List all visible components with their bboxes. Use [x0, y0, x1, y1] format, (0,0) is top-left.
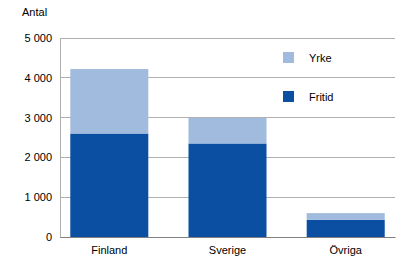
y-tick: 0 — [46, 231, 60, 243]
y-tick-label: 3 000 — [24, 112, 52, 124]
x-tick: Sverige — [209, 237, 246, 256]
y-tick-label: 5 000 — [24, 32, 52, 44]
grid — [60, 38, 395, 237]
grid-line — [60, 38, 395, 39]
y-tick: 4 000 — [24, 72, 60, 84]
y-tick-label: 4 000 — [24, 72, 52, 84]
y-tick: 3 000 — [24, 112, 60, 124]
y-tick: 2 000 — [24, 151, 60, 163]
bar — [70, 69, 148, 133]
bar — [188, 143, 266, 237]
x-tick-label: Övriga — [330, 244, 363, 256]
chart: 0 1 000 2 000 3 000 4 000 5 000 Finland Sverige… — [0, 0, 403, 265]
bar — [307, 213, 385, 220]
x-tick-label: Finland — [91, 244, 127, 256]
y-tick-label: 0 — [46, 231, 52, 243]
legend-label: Yrke — [309, 52, 332, 64]
legend-label: Fritid — [309, 91, 333, 103]
x-tick: Finland — [91, 237, 127, 256]
x-axis-line — [61, 237, 396, 238]
y-tick: 5 000 — [24, 32, 60, 44]
legend-swatch — [283, 52, 294, 63]
bar — [70, 134, 148, 237]
x-tick: Övriga — [330, 237, 363, 256]
bar — [307, 220, 385, 237]
legend: Yrke Fritid — [283, 52, 333, 103]
x-axis: Finland Sverige Övriga — [61, 237, 396, 256]
y-tick-label: 2 000 — [24, 151, 52, 163]
y-axis: 0 1 000 2 000 3 000 4 000 5 000 — [24, 32, 60, 243]
y-axis-title: Antal — [22, 6, 47, 18]
legend-swatch — [283, 91, 294, 102]
y-axis-line — [60, 39, 61, 238]
x-tick-label: Sverige — [209, 244, 246, 256]
y-tick-label: 1 000 — [24, 191, 52, 203]
bar — [188, 118, 266, 143]
y-tick: 1 000 — [24, 191, 60, 203]
bars — [70, 69, 384, 237]
